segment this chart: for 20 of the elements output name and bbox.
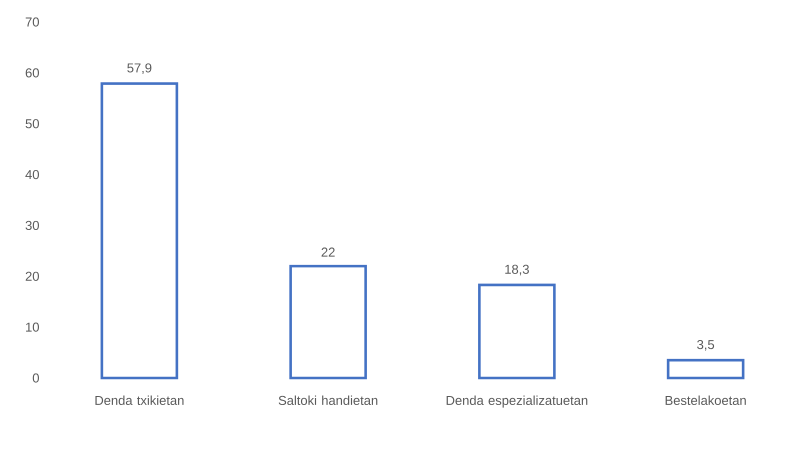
x-tick-label: Bestelakoetan [666, 396, 746, 406]
y-tick-label: 30 [26, 220, 39, 230]
bar [289, 264, 367, 380]
data-label: 18,3 [505, 264, 529, 276]
bar [478, 284, 556, 380]
y-tick-label: 60 [26, 68, 39, 78]
x-tick-label: Denda txikietan [95, 396, 184, 406]
x-tick-label: Saltoki handietan [278, 396, 378, 406]
data-label: 57,9 [127, 63, 152, 74]
y-tick-label: 0 [32, 373, 39, 383]
y-tick-label: 40 [25, 170, 39, 180]
data-label: 3,5 [697, 340, 714, 351]
y-tick-label: 50 [26, 119, 39, 128]
bar [666, 358, 744, 380]
data-label: 22 [322, 248, 335, 257]
x-tick-label: Denda espezializatuetan [446, 396, 588, 408]
y-tick-label: 70 [26, 17, 39, 27]
y-tick-label: 10 [26, 322, 39, 332]
y-tick-label: 20 [26, 272, 39, 281]
bar [100, 82, 178, 380]
